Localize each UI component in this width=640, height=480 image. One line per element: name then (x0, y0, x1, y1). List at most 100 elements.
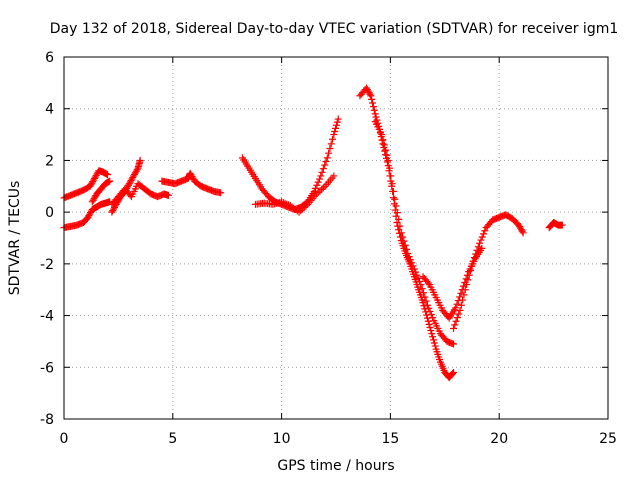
data-point (315, 175, 323, 183)
x-tick-label: 20 (490, 431, 508, 447)
data-point (104, 171, 112, 179)
data-point (450, 325, 458, 332)
data-point (325, 149, 333, 157)
data-point (313, 181, 321, 189)
data-point (466, 267, 474, 275)
data-point (332, 121, 340, 129)
data-points (60, 84, 566, 382)
x-tick-labels: 0 5 10 15 20 25 (60, 431, 617, 447)
data-point (323, 154, 331, 162)
data-point (133, 166, 141, 174)
data-point (427, 327, 435, 335)
data-point (404, 250, 412, 258)
data-point (217, 189, 225, 197)
data-point (455, 310, 463, 318)
data-point (329, 135, 337, 143)
data-point (416, 277, 424, 285)
data-point (379, 136, 387, 144)
data-point (423, 301, 431, 309)
data-point (401, 241, 409, 249)
data-point (317, 172, 325, 180)
data-point (472, 250, 480, 258)
data-point (368, 95, 376, 103)
x-axis-label: GPS time / hours (277, 458, 394, 474)
data-point (392, 202, 400, 210)
data-point (387, 172, 395, 180)
data-point (369, 103, 377, 111)
series-track-b (60, 198, 114, 232)
series-track-m (545, 218, 566, 232)
data-point (519, 229, 527, 237)
data-point (474, 243, 482, 251)
x-tick-label: 25 (599, 431, 617, 447)
x-tick-label: 10 (273, 431, 291, 447)
data-point (366, 90, 374, 98)
data-point (452, 317, 460, 325)
data-point (429, 314, 437, 322)
data-point (425, 320, 433, 328)
data-point (453, 314, 461, 322)
data-point (330, 172, 338, 180)
data-point (319, 165, 327, 173)
data-point (331, 127, 339, 135)
data-point (322, 157, 330, 165)
data-point (456, 306, 464, 314)
data-point (367, 92, 375, 100)
data-point (470, 254, 478, 262)
data-point (426, 323, 434, 331)
data-point (409, 262, 417, 270)
data-point (412, 268, 420, 276)
data-point (106, 177, 114, 185)
data-point (460, 291, 468, 299)
grid-lines (64, 57, 608, 419)
data-point (391, 195, 399, 203)
data-point (383, 151, 391, 159)
data-point (477, 236, 485, 244)
y-tick-label: 4 (45, 102, 54, 118)
data-point (428, 330, 436, 338)
data-point (386, 164, 394, 172)
data-point (429, 333, 437, 341)
data-point (456, 293, 464, 301)
data-point (382, 146, 390, 154)
data-point (431, 342, 439, 350)
data-point (333, 118, 341, 126)
x-tick-label: 0 (60, 431, 69, 447)
y-tick-label: -4 (40, 309, 54, 325)
y-tick-labels: -8 -6 -4 -2 0 2 4 6 (40, 50, 54, 428)
data-point (403, 245, 411, 253)
y-tick-label: -6 (40, 360, 54, 376)
series-track-e (108, 180, 172, 208)
data-point (460, 282, 468, 290)
data-point (413, 271, 421, 279)
series-track-c (88, 177, 114, 206)
y-tick-label: -2 (40, 257, 54, 273)
data-point (518, 227, 526, 235)
data-point (452, 304, 460, 312)
data-point (330, 131, 338, 139)
data-point (414, 274, 422, 282)
data-point (381, 147, 389, 155)
series-track-l (450, 211, 527, 332)
data-point (312, 184, 320, 192)
data-point (318, 185, 326, 193)
data-point (480, 230, 488, 238)
data-point (417, 281, 425, 289)
plot-frame (63, 56, 609, 420)
chart-title: Day 132 of 2018, Sidereal Day-to-day VTE… (50, 21, 619, 37)
x-tick-label: 15 (381, 431, 399, 447)
data-point (424, 279, 432, 287)
data-point (388, 180, 396, 188)
data-point (334, 115, 342, 123)
data-point (469, 257, 477, 265)
data-point (380, 141, 388, 149)
data-point (422, 297, 430, 305)
data-point (314, 178, 322, 186)
data-point (408, 259, 416, 267)
data-point (136, 156, 144, 164)
y-tick-label: 0 (45, 205, 54, 221)
data-point (476, 239, 484, 247)
y-tick-label: 6 (45, 50, 54, 66)
data-point (332, 124, 340, 132)
data-point (418, 285, 426, 293)
